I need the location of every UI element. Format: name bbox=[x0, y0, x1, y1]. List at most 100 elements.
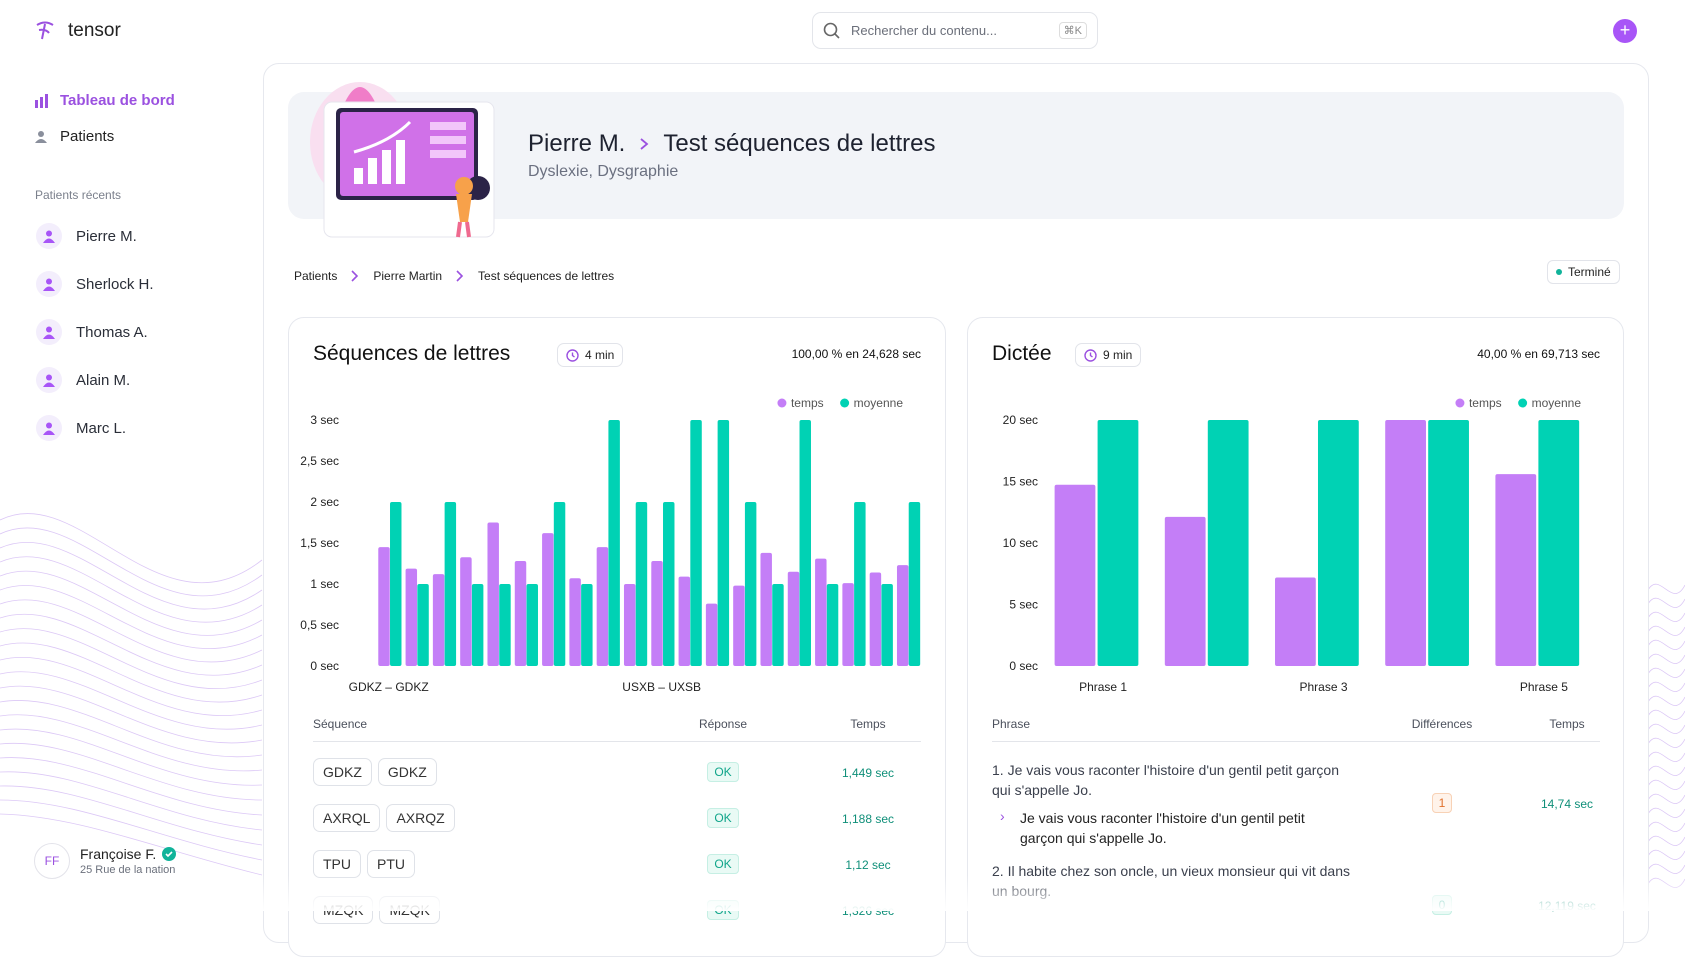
wave-line bbox=[0, 813, 263, 876]
chevron bbox=[456, 270, 464, 282]
chart: 0 sec 5 sec 10 sec 15 sec 20 sec Phrase 1 Phra… bbox=[1003, 396, 1582, 694]
status-label: Terminé bbox=[1568, 265, 1611, 279]
wave-line bbox=[1647, 849, 1685, 860]
bar bbox=[1054, 484, 1096, 666]
patient-name: Alain M. bbox=[76, 371, 131, 389]
duration: 9 min bbox=[1103, 348, 1133, 362]
bar bbox=[733, 585, 745, 666]
breadcrumb-item[interactable]: Patients bbox=[294, 269, 338, 283]
bar bbox=[378, 547, 390, 666]
patient-avatar bbox=[36, 223, 62, 249]
bar bbox=[390, 502, 402, 666]
duration-badge: 9 min bbox=[1075, 343, 1142, 367]
bar bbox=[514, 561, 527, 666]
bar bbox=[596, 547, 609, 666]
score: 100,00 % en 24,628 sec bbox=[791, 347, 921, 361]
search-placeholder: Rechercher du contenu... bbox=[851, 23, 997, 38]
wave-line bbox=[0, 570, 263, 636]
patient-avatar bbox=[36, 367, 62, 393]
y-tick-label: 3 sec bbox=[310, 413, 339, 427]
nav-item-active[interactable]: Tableau de bord bbox=[34, 92, 175, 109]
wave-line bbox=[0, 799, 263, 861]
bar bbox=[1164, 516, 1206, 666]
wave-line bbox=[0, 671, 263, 730]
recent-patient[interactable]: Pierre M. bbox=[36, 223, 137, 249]
wave-line bbox=[0, 599, 263, 663]
patient-avatar bbox=[36, 319, 62, 345]
diagnosis: Dyslexie, Dysgraphie bbox=[528, 163, 679, 180]
recent-patient[interactable]: Alain M. bbox=[36, 367, 130, 393]
user-name: Françoise F. bbox=[80, 846, 157, 862]
patient-avatar bbox=[36, 415, 62, 441]
add-button[interactable]: + bbox=[1613, 19, 1637, 43]
y-tick-label: 2,5 sec bbox=[300, 454, 339, 468]
bar bbox=[815, 558, 827, 666]
patient-name: Pierre M. bbox=[528, 130, 626, 157]
y-tick-label: 0 sec bbox=[310, 659, 339, 673]
nav-icon bbox=[35, 130, 47, 143]
bar bbox=[471, 584, 484, 666]
bar bbox=[405, 568, 418, 666]
bar bbox=[772, 584, 784, 666]
wave-line bbox=[1647, 653, 1685, 664]
y-tick-label: 0 sec bbox=[1009, 659, 1038, 673]
table-header: Temps bbox=[1549, 717, 1585, 731]
logo[interactable]: tensor bbox=[34, 20, 121, 42]
y-tick-label: 0,5 sec bbox=[300, 618, 339, 632]
answer-chip: GDKZ bbox=[377, 758, 437, 786]
wave-line bbox=[1647, 611, 1685, 622]
recent-patient[interactable]: Marc L. bbox=[36, 415, 126, 441]
wave-line bbox=[1647, 695, 1685, 706]
x-tick-label: USXB – UXSB bbox=[622, 680, 701, 694]
person-icon bbox=[43, 422, 55, 435]
y-tick-label: 20 sec bbox=[1003, 413, 1038, 427]
legend-swatch bbox=[1518, 398, 1528, 408]
time: 1,188 sec bbox=[841, 812, 895, 826]
x-tick-label: Phrase 5 bbox=[1520, 680, 1568, 694]
breadcrumb-item[interactable]: Pierre Martin bbox=[373, 269, 443, 283]
bar bbox=[623, 584, 636, 666]
nav-item[interactable]: Patients bbox=[34, 128, 114, 145]
response-ok: OK bbox=[707, 854, 739, 874]
bar bbox=[581, 584, 593, 666]
recent-patient[interactable]: Thomas A. bbox=[36, 319, 148, 345]
chevron: › bbox=[1000, 808, 1005, 824]
bar bbox=[635, 502, 648, 666]
logo-icon bbox=[36, 21, 54, 40]
status-badge: Terminé bbox=[1547, 260, 1620, 284]
bar bbox=[1097, 420, 1139, 666]
recent-patient[interactable]: Sherlock H. bbox=[36, 271, 154, 297]
nav-icon bbox=[35, 93, 48, 108]
y-tick-label: 2 sec bbox=[310, 495, 339, 509]
table-header: Réponse bbox=[698, 717, 748, 731]
bar bbox=[608, 420, 620, 666]
nav-label: Patients bbox=[60, 128, 115, 145]
chevron bbox=[640, 138, 649, 150]
answer: Je vais vous raconter l'histoire d'un ge… bbox=[1020, 810, 1305, 846]
bar bbox=[717, 420, 730, 666]
sequence-cell: AXRQL AXRQZ bbox=[313, 804, 461, 832]
table-header: Séquence bbox=[313, 717, 368, 731]
response-cell: OK bbox=[673, 854, 773, 874]
score: 40,00 % en 69,713 sec bbox=[1477, 347, 1600, 361]
wave-line bbox=[1647, 583, 1685, 594]
legend-swatch bbox=[840, 398, 850, 408]
search-box[interactable]: Rechercher du contenu... ⌘K bbox=[812, 12, 1098, 49]
panel-title: Séquences de lettres bbox=[313, 342, 511, 365]
bar bbox=[1538, 420, 1580, 666]
wave-line bbox=[0, 585, 263, 649]
breadcrumb-item: Test séquences de lettres bbox=[478, 269, 615, 283]
x-tick-label: Phrase 3 bbox=[1299, 680, 1347, 694]
search-icon bbox=[823, 22, 840, 39]
bar bbox=[842, 583, 854, 666]
differences-cell: 1 bbox=[1392, 793, 1492, 813]
y-tick-label: 5 sec bbox=[1009, 598, 1038, 612]
sequence-chip: TPU bbox=[313, 850, 361, 878]
legend-label: temps bbox=[791, 396, 824, 410]
app-name: tensor bbox=[68, 20, 121, 41]
wave-line bbox=[1647, 807, 1685, 818]
bar bbox=[1385, 420, 1426, 666]
user-card[interactable]: FF Françoise F. 25 Rue de la nation bbox=[34, 843, 177, 879]
response-ok: OK bbox=[707, 762, 739, 782]
bar bbox=[854, 502, 866, 666]
